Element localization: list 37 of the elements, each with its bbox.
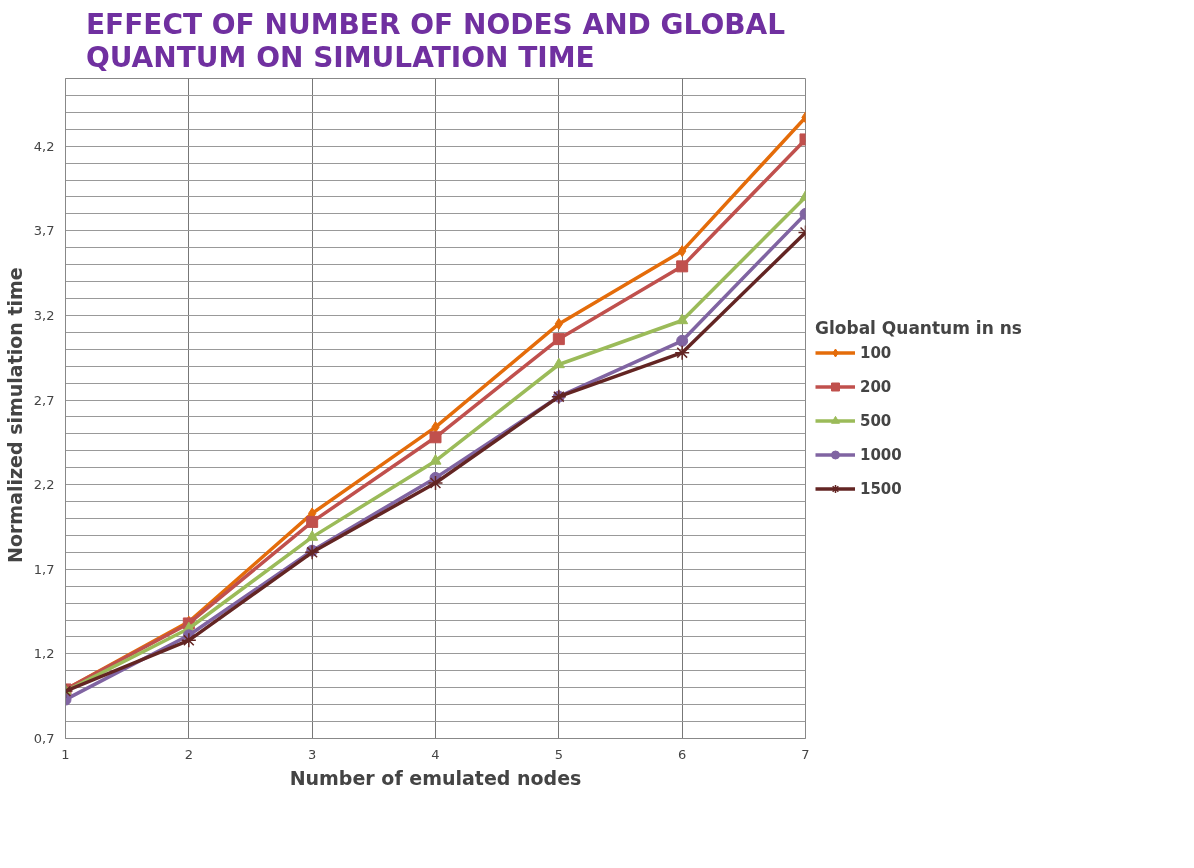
point <box>676 260 689 273</box>
y-axis-title: Normalized simulation time <box>3 267 26 563</box>
point <box>429 431 442 444</box>
x-tick-label: 2 <box>184 746 193 762</box>
point <box>552 357 565 369</box>
point <box>429 454 442 465</box>
y-tick-label: 1,7 <box>33 561 55 577</box>
point <box>552 333 565 346</box>
legend-label: 500 <box>860 411 892 430</box>
y-tick-label: 3,2 <box>33 307 55 323</box>
point <box>304 544 320 561</box>
x-tick-label: 6 <box>678 746 687 762</box>
point <box>674 344 690 361</box>
x-tick-label: 3 <box>308 746 317 762</box>
point <box>427 475 444 491</box>
legend-label: 1500 <box>860 479 902 498</box>
point <box>676 313 689 325</box>
y-tick-label: 3,7 <box>33 223 55 239</box>
x-tick-label: 4 <box>431 746 440 762</box>
x-axis-title: Number of emulated nodes <box>289 766 582 789</box>
point <box>181 632 197 649</box>
legend-title: Global Quantum in ns <box>815 317 1022 338</box>
point <box>306 530 319 541</box>
chart-title: EFFECT OF NUMBER OF NODES AND GLOBAL QUANTUM ON SIMULATION TIME <box>85 7 786 74</box>
x-tick-label: 7 <box>801 746 810 762</box>
legend-label: 100 <box>860 343 892 362</box>
x-tick-label: 5 <box>554 746 563 762</box>
x-tick-label: 1 <box>61 746 70 762</box>
y-tick-label: 2,2 <box>33 477 55 493</box>
point <box>306 515 319 528</box>
y-tick-label: 4,2 <box>33 138 55 154</box>
y-tick-label: 2,7 <box>33 392 55 408</box>
legend-label: 1000 <box>860 445 902 464</box>
y-tick-label: 0,7 <box>33 731 55 746</box>
y-tick-label: 1,2 <box>33 646 55 662</box>
legend-label: 200 <box>860 377 892 396</box>
point <box>676 334 689 347</box>
